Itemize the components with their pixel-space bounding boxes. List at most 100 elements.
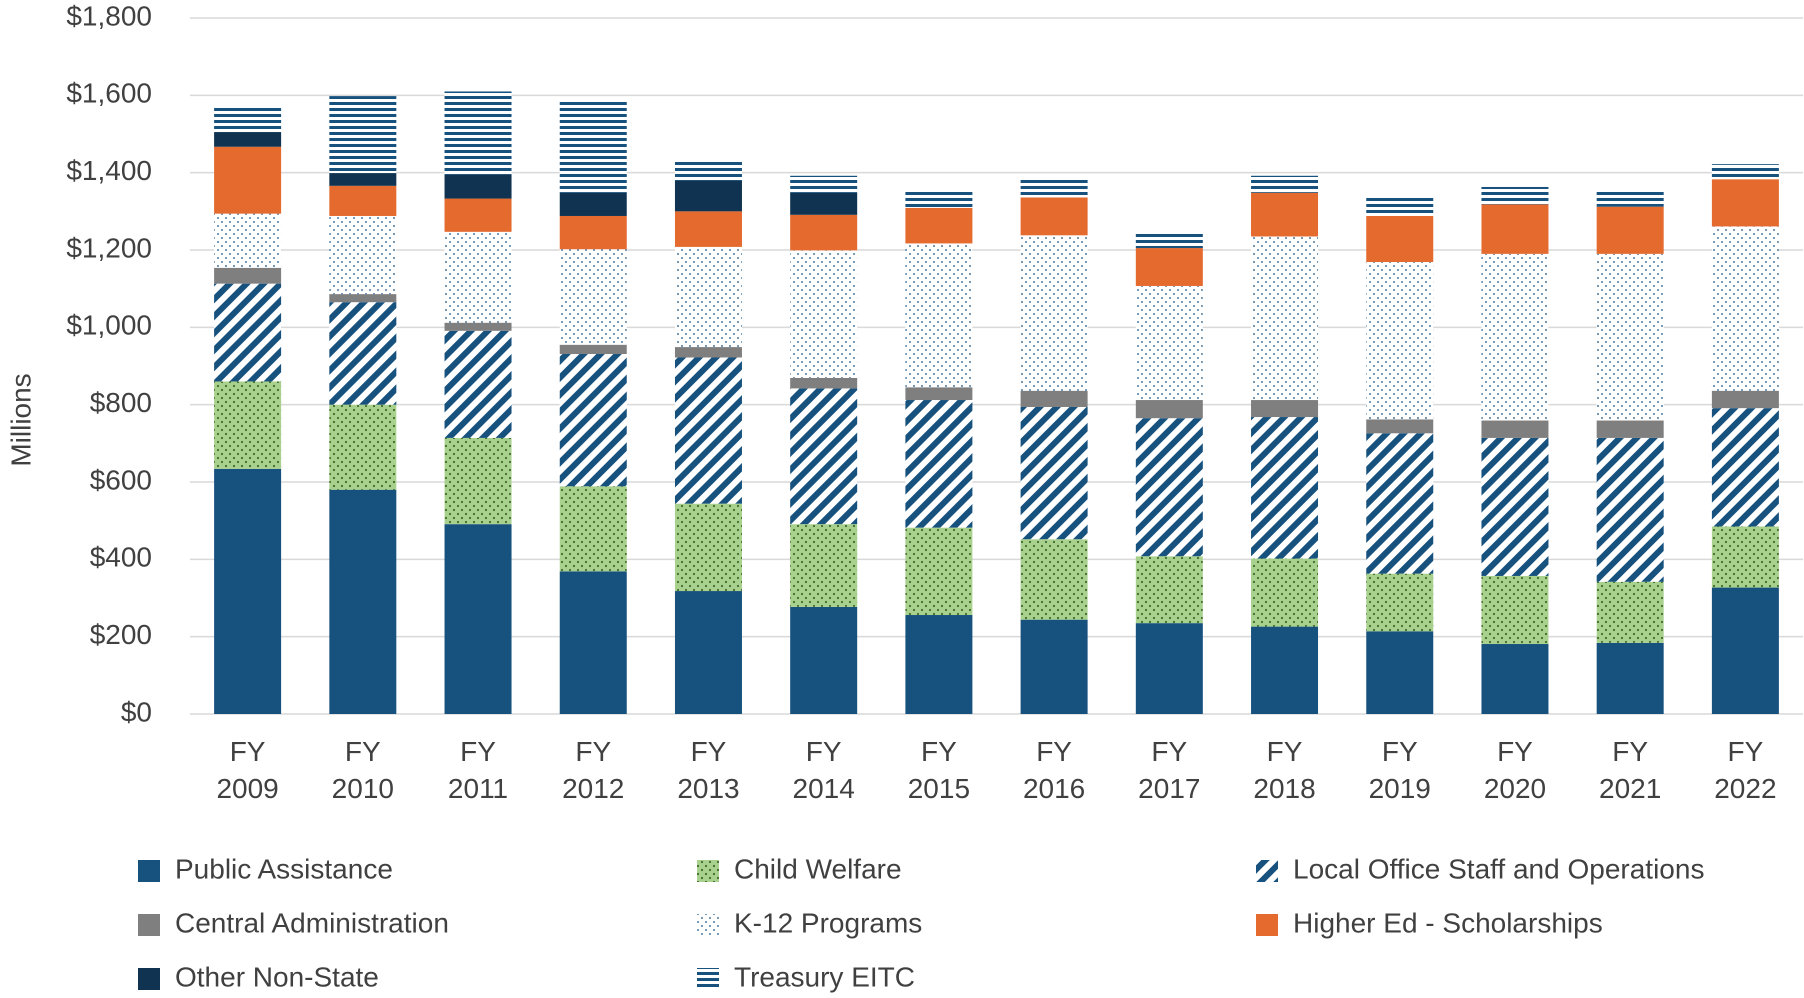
bar-segment bbox=[444, 437, 512, 525]
bar-segment bbox=[1366, 419, 1434, 434]
bar-segment bbox=[1481, 644, 1549, 714]
bar-segment bbox=[1596, 420, 1664, 438]
y-tick-label: $0 bbox=[121, 696, 152, 727]
bar-segment bbox=[1481, 186, 1549, 205]
legend-label: Treasury EITC bbox=[734, 961, 915, 992]
bar-segment bbox=[214, 283, 282, 382]
bar-segment bbox=[559, 101, 627, 193]
bar-segment bbox=[214, 468, 282, 714]
y-tick-label: $200 bbox=[90, 619, 152, 650]
x-tick-label: FY 2009 bbox=[216, 736, 278, 804]
legend-label: Central Administration bbox=[175, 907, 449, 938]
bar-segment bbox=[1020, 390, 1088, 407]
bar-segment bbox=[1135, 248, 1203, 286]
x-tick-label: FY 2019 bbox=[1369, 736, 1431, 804]
bar-segment bbox=[674, 180, 742, 212]
bar-segment bbox=[905, 189, 973, 208]
y-tick-label: $1,600 bbox=[66, 78, 152, 109]
bar-segment bbox=[1366, 215, 1434, 262]
bar-segment bbox=[1135, 400, 1203, 419]
bar-segment bbox=[1020, 235, 1088, 391]
x-tick-label: FY 2018 bbox=[1253, 736, 1315, 804]
bar-segment bbox=[329, 489, 397, 714]
x-tick-label: FY 2022 bbox=[1714, 736, 1776, 804]
bar-segment bbox=[1366, 433, 1434, 574]
bar-segment bbox=[905, 615, 973, 714]
bar-segment bbox=[1711, 164, 1779, 180]
bar-segment bbox=[790, 606, 858, 714]
bar-segment bbox=[674, 211, 742, 247]
bar-segment bbox=[1596, 253, 1664, 421]
bar-segment bbox=[1020, 179, 1088, 198]
bar-segment bbox=[1135, 418, 1203, 557]
bar-segment bbox=[1481, 253, 1549, 421]
bar-segment bbox=[905, 400, 973, 528]
x-tick-label: FY 2014 bbox=[793, 736, 855, 804]
bar-segment bbox=[1020, 197, 1088, 236]
bar-segment bbox=[214, 381, 282, 469]
legend-swatch bbox=[697, 968, 719, 990]
bar-segment bbox=[1481, 420, 1549, 438]
bar-segment bbox=[1596, 642, 1664, 714]
bar-segment bbox=[559, 192, 627, 216]
y-tick-label: $1,200 bbox=[66, 232, 152, 263]
bar-segment bbox=[329, 404, 397, 490]
x-tick-label: FY 2016 bbox=[1023, 736, 1085, 804]
bar-segment bbox=[790, 524, 858, 607]
x-tick-label: FY 2020 bbox=[1484, 736, 1546, 804]
bar-segment bbox=[1251, 417, 1319, 559]
bar-segment bbox=[214, 267, 282, 284]
bar-segment bbox=[1596, 206, 1664, 254]
bar-segment bbox=[559, 354, 627, 487]
bar-segment bbox=[905, 207, 973, 244]
bar-segment bbox=[1020, 619, 1088, 714]
bar-segment bbox=[1481, 575, 1549, 645]
bar-segment bbox=[1135, 623, 1203, 714]
bar-segment bbox=[674, 246, 742, 348]
bar-segment bbox=[214, 213, 282, 268]
bar-segment bbox=[1251, 175, 1319, 193]
y-tick-label: $600 bbox=[90, 464, 152, 495]
legend-label: Other Non-State bbox=[175, 961, 379, 992]
bar-segment bbox=[674, 503, 742, 592]
y-tick-label: $1,800 bbox=[66, 0, 152, 31]
bar-segment bbox=[1711, 526, 1779, 588]
bar-segment bbox=[674, 347, 742, 358]
legend-swatch bbox=[138, 914, 160, 936]
bar-segment bbox=[329, 185, 397, 216]
bar-segment bbox=[329, 302, 397, 405]
bar-segment bbox=[1366, 631, 1434, 714]
bar-segment bbox=[1135, 556, 1203, 624]
bar-segment bbox=[559, 486, 627, 572]
bar-segment bbox=[444, 524, 512, 714]
bar-segment bbox=[444, 174, 512, 199]
bar-segment bbox=[674, 357, 742, 504]
bar-segment bbox=[444, 330, 512, 438]
bar-segment bbox=[214, 105, 282, 133]
bar-segment bbox=[1481, 437, 1549, 576]
legend-swatch bbox=[138, 968, 160, 990]
bar-segment bbox=[1020, 406, 1088, 540]
bar-segment bbox=[214, 146, 282, 214]
bar-segment bbox=[905, 243, 973, 388]
legend-label: Child Welfare bbox=[734, 853, 902, 884]
legend-label: Local Office Staff and Operations bbox=[1293, 853, 1704, 884]
bar-segment bbox=[790, 192, 858, 215]
bar-segment bbox=[559, 249, 627, 345]
bar-segment bbox=[214, 132, 282, 147]
y-tick-label: $1,000 bbox=[66, 310, 152, 341]
x-tick-label: FY 2011 bbox=[448, 736, 508, 804]
y-tick-label: $1,400 bbox=[66, 155, 152, 186]
bar-segment bbox=[329, 96, 397, 174]
x-tick-label: FY 2017 bbox=[1138, 736, 1200, 804]
bar-segment bbox=[1711, 226, 1779, 391]
bar-segment bbox=[790, 175, 858, 193]
bar-segment bbox=[1366, 261, 1434, 420]
bar-segment bbox=[790, 250, 858, 378]
bar-segment bbox=[559, 344, 627, 355]
bar-segment bbox=[1251, 558, 1319, 627]
x-tick-label: FY 2015 bbox=[908, 736, 970, 804]
bar-segment bbox=[329, 215, 397, 295]
legend-swatch bbox=[697, 860, 719, 882]
